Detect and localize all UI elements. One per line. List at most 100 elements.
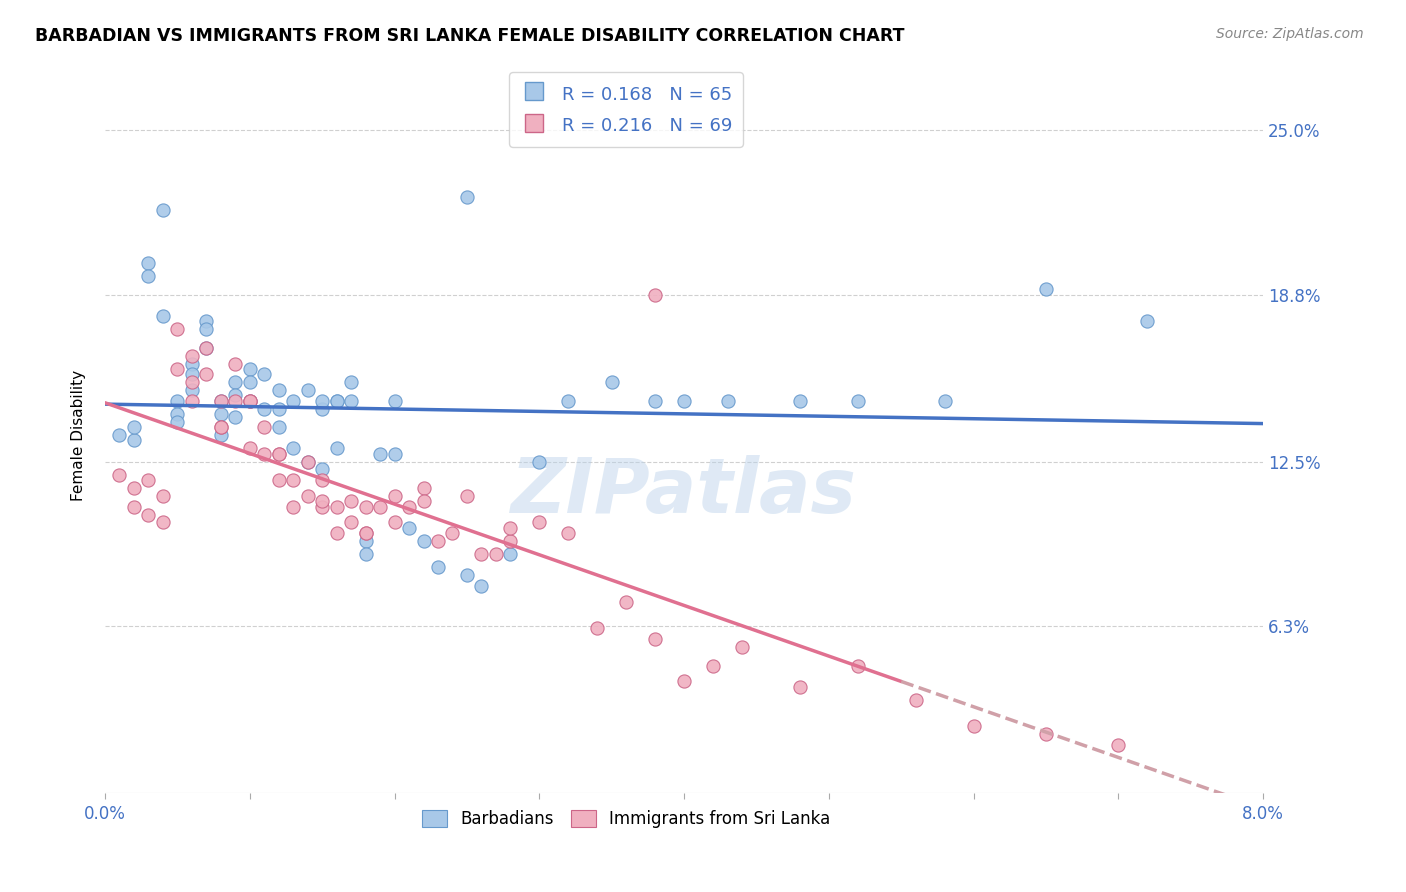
Point: [267, 447, 290, 461]
Point: [702, 658, 724, 673]
Point: [470, 579, 492, 593]
Point: [644, 287, 666, 301]
Point: [311, 393, 333, 408]
Point: [354, 526, 377, 541]
Point: [297, 489, 319, 503]
Point: [846, 658, 869, 673]
Point: [963, 719, 986, 733]
Point: [195, 314, 218, 328]
Point: [311, 494, 333, 508]
Point: [283, 393, 305, 408]
Point: [340, 516, 363, 530]
Point: [499, 547, 522, 561]
Point: [209, 420, 232, 434]
Point: [138, 508, 160, 522]
Point: [138, 256, 160, 270]
Point: [716, 393, 738, 408]
Text: Source: ZipAtlas.com: Source: ZipAtlas.com: [1216, 27, 1364, 41]
Point: [1136, 314, 1159, 328]
Point: [195, 367, 218, 381]
Point: [152, 489, 174, 503]
Point: [325, 526, 347, 541]
Point: [412, 494, 434, 508]
Point: [180, 383, 202, 397]
Point: [441, 526, 464, 541]
Point: [325, 393, 347, 408]
Point: [224, 375, 246, 389]
Point: [731, 640, 754, 654]
Point: [267, 383, 290, 397]
Point: [297, 383, 319, 397]
Point: [253, 401, 276, 416]
Point: [239, 393, 262, 408]
Point: [180, 393, 202, 408]
Point: [166, 322, 188, 336]
Point: [1035, 282, 1057, 296]
Point: [152, 309, 174, 323]
Point: [108, 428, 131, 442]
Point: [267, 401, 290, 416]
Point: [209, 393, 232, 408]
Point: [267, 473, 290, 487]
Point: [499, 521, 522, 535]
Point: [644, 632, 666, 646]
Point: [1107, 738, 1129, 752]
Text: ZIPatlas: ZIPatlas: [512, 455, 858, 529]
Point: [398, 500, 420, 514]
Point: [673, 393, 696, 408]
Point: [180, 349, 202, 363]
Point: [180, 375, 202, 389]
Point: [311, 500, 333, 514]
Point: [239, 361, 262, 376]
Point: [368, 500, 391, 514]
Point: [311, 473, 333, 487]
Point: [209, 428, 232, 442]
Point: [354, 534, 377, 549]
Point: [412, 481, 434, 495]
Point: [412, 534, 434, 549]
Point: [456, 568, 478, 582]
Y-axis label: Female Disability: Female Disability: [72, 369, 86, 500]
Point: [456, 189, 478, 203]
Point: [209, 420, 232, 434]
Point: [166, 393, 188, 408]
Point: [152, 202, 174, 217]
Point: [108, 467, 131, 482]
Point: [354, 547, 377, 561]
Point: [340, 375, 363, 389]
Text: BARBADIAN VS IMMIGRANTS FROM SRI LANKA FEMALE DISABILITY CORRELATION CHART: BARBADIAN VS IMMIGRANTS FROM SRI LANKA F…: [35, 27, 904, 45]
Point: [166, 361, 188, 376]
Point: [224, 357, 246, 371]
Point: [673, 674, 696, 689]
Point: [239, 375, 262, 389]
Point: [138, 473, 160, 487]
Point: [340, 494, 363, 508]
Point: [138, 269, 160, 284]
Point: [195, 341, 218, 355]
Point: [311, 462, 333, 476]
Point: [904, 693, 927, 707]
Point: [195, 341, 218, 355]
Point: [384, 393, 406, 408]
Point: [253, 447, 276, 461]
Point: [209, 407, 232, 421]
Point: [398, 521, 420, 535]
Point: [340, 393, 363, 408]
Point: [325, 500, 347, 514]
Point: [789, 393, 811, 408]
Point: [311, 401, 333, 416]
Point: [557, 526, 579, 541]
Point: [325, 393, 347, 408]
Point: [166, 407, 188, 421]
Point: [283, 442, 305, 456]
Legend: Barbadians, Immigrants from Sri Lanka: Barbadians, Immigrants from Sri Lanka: [416, 803, 837, 834]
Point: [485, 547, 508, 561]
Point: [644, 393, 666, 408]
Point: [427, 534, 450, 549]
Point: [600, 375, 623, 389]
Point: [354, 500, 377, 514]
Point: [224, 409, 246, 424]
Point: [557, 393, 579, 408]
Point: [239, 442, 262, 456]
Point: [239, 393, 262, 408]
